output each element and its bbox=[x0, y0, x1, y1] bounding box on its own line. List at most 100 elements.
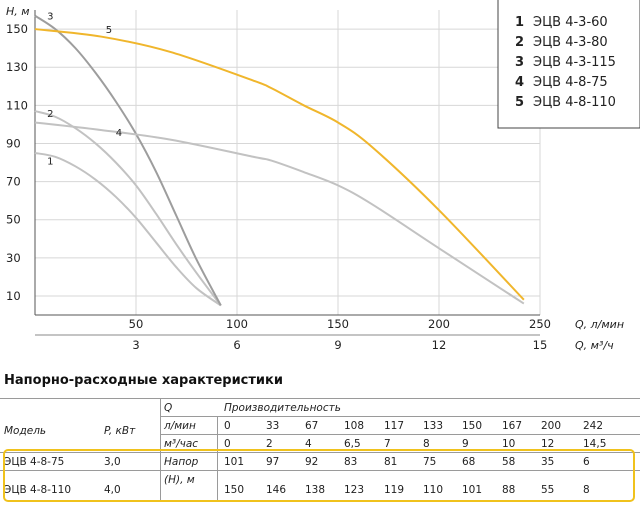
x2-tick-label: 12 bbox=[432, 338, 447, 352]
table-subheader-divider bbox=[160, 434, 640, 435]
y-tick-label: 30 bbox=[6, 251, 21, 265]
row-model-2: ЭЦВ 4-8-110 bbox=[4, 484, 72, 496]
q-lmin-value: 150 bbox=[462, 420, 483, 432]
table-row-divider bbox=[0, 452, 640, 453]
x-tick-label: 250 bbox=[529, 317, 551, 331]
legend-number: 2 bbox=[515, 35, 524, 50]
unit-lmin-label: л/мин bbox=[164, 420, 196, 432]
y-tick-label: 70 bbox=[6, 175, 21, 189]
unit-m3h-label: м³/час bbox=[164, 438, 199, 450]
head-value: 101 bbox=[462, 484, 483, 496]
x2-tick-label: 3 bbox=[132, 338, 139, 352]
series-curve-label-2: 2 bbox=[47, 109, 53, 120]
chart-grid bbox=[35, 10, 541, 315]
series-curve-label-3: 3 bbox=[47, 12, 53, 23]
head-value: 97 bbox=[266, 456, 280, 468]
table-row-divider bbox=[0, 470, 640, 471]
q-lmin-value: 67 bbox=[305, 420, 319, 432]
x2-axis-label: Q, м³/ч bbox=[575, 339, 614, 352]
x2-tick-label: 9 bbox=[334, 338, 341, 352]
q-lmin-value: 108 bbox=[344, 420, 365, 432]
head-value: 83 bbox=[344, 456, 358, 468]
pump-performance-chart: 1030507090110130150503100615092001225015… bbox=[6, 0, 640, 352]
head-value: 88 bbox=[502, 484, 516, 496]
head-value: 119 bbox=[384, 484, 405, 496]
y-tick-label: 50 bbox=[6, 213, 21, 227]
y-tick-label: 10 bbox=[6, 289, 21, 303]
x-tick-label: 150 bbox=[327, 317, 349, 331]
legend-number: 5 bbox=[515, 95, 524, 110]
table-top-border bbox=[0, 398, 640, 399]
performance-table: Модель P, кВт Q Производительность л/мин… bbox=[0, 398, 640, 510]
row-model-1: ЭЦВ 4-8-75 bbox=[4, 456, 65, 468]
q-m3h-value: 14,5 bbox=[583, 438, 607, 450]
legend-label: ЭЦВ 4-3-60 bbox=[533, 15, 608, 30]
head-value: 68 bbox=[462, 456, 476, 468]
legend-number: 4 bbox=[515, 75, 524, 90]
q-m3h-value: 12 bbox=[541, 438, 555, 450]
q-m3h-value: 7 bbox=[384, 438, 391, 450]
q-m3h-value: 10 bbox=[502, 438, 516, 450]
series-curve-label-1: 1 bbox=[47, 156, 53, 167]
head-label-line1: Напор bbox=[164, 456, 199, 468]
q-lmin-value: 33 bbox=[266, 420, 280, 432]
series-line-3 bbox=[34, 14, 222, 306]
head-value: 55 bbox=[541, 484, 555, 496]
head-value: 81 bbox=[384, 456, 398, 468]
column-header-power: P, кВт bbox=[104, 425, 136, 437]
head-label-line2: (H), м bbox=[164, 474, 195, 486]
table-column-divider bbox=[160, 398, 161, 502]
column-header-q: Q bbox=[164, 402, 173, 414]
legend-label: ЭЦВ 4-8-75 bbox=[533, 75, 608, 90]
series-line-1 bbox=[34, 151, 222, 307]
legend-number: 3 bbox=[515, 55, 524, 70]
q-m3h-value: 6,5 bbox=[344, 438, 361, 450]
x-tick-label: 50 bbox=[129, 317, 144, 331]
series-line-4 bbox=[34, 121, 525, 305]
legend-label: ЭЦВ 4-3-115 bbox=[533, 55, 616, 70]
q-lmin-value: 133 bbox=[423, 420, 444, 432]
chart-legend: 1 ЭЦВ 4-3-60 2 ЭЦВ 4-3-80 3 ЭЦВ 4-3-115 4 ЭЦВ 4… bbox=[497, 0, 640, 129]
series-line-5 bbox=[34, 28, 525, 301]
row-power-2: 4,0 bbox=[104, 484, 121, 496]
y-axis-label: H, м bbox=[6, 5, 30, 18]
legend-label: ЭЦВ 4-8-110 bbox=[533, 95, 616, 110]
head-value: 123 bbox=[344, 484, 365, 496]
series-curve-label-5: 5 bbox=[106, 25, 112, 36]
legend-number: 1 bbox=[515, 15, 524, 30]
q-m3h-value: 9 bbox=[462, 438, 469, 450]
head-value: 146 bbox=[266, 484, 287, 496]
chart-series: 1 2 3 4 5 bbox=[34, 12, 525, 307]
head-value: 138 bbox=[305, 484, 326, 496]
x-tick-label: 200 bbox=[428, 317, 450, 331]
x-tick-label: 100 bbox=[226, 317, 248, 331]
head-value: 150 bbox=[224, 484, 245, 496]
series-line-2 bbox=[34, 110, 222, 307]
legend-box bbox=[497, 0, 640, 129]
column-header-capacity: Производительность bbox=[224, 402, 341, 414]
x2-tick-label: 15 bbox=[533, 338, 548, 352]
y-tick-label: 110 bbox=[6, 98, 28, 112]
head-value: 35 bbox=[541, 456, 555, 468]
head-value: 6 bbox=[583, 456, 590, 468]
x-axis-label: Q, л/мин bbox=[575, 318, 624, 331]
row-power-1: 3,0 bbox=[104, 456, 121, 468]
q-m3h-value: 0 bbox=[224, 438, 231, 450]
table-column-divider bbox=[217, 416, 218, 502]
q-m3h-value: 8 bbox=[423, 438, 430, 450]
table-subheader-divider bbox=[160, 416, 640, 417]
x2-tick-label: 6 bbox=[233, 338, 240, 352]
series-curve-label-4: 4 bbox=[116, 128, 122, 139]
q-lmin-value: 167 bbox=[502, 420, 523, 432]
q-lmin-value: 242 bbox=[583, 420, 604, 432]
q-lmin-value: 117 bbox=[384, 420, 405, 432]
q-m3h-value: 4 bbox=[305, 438, 312, 450]
head-value: 92 bbox=[305, 456, 319, 468]
head-value: 101 bbox=[224, 456, 245, 468]
q-m3h-value: 2 bbox=[266, 438, 273, 450]
head-value: 75 bbox=[423, 456, 437, 468]
y-tick-label: 90 bbox=[6, 136, 21, 150]
column-header-model: Модель bbox=[4, 425, 47, 437]
q-lmin-value: 0 bbox=[224, 420, 231, 432]
